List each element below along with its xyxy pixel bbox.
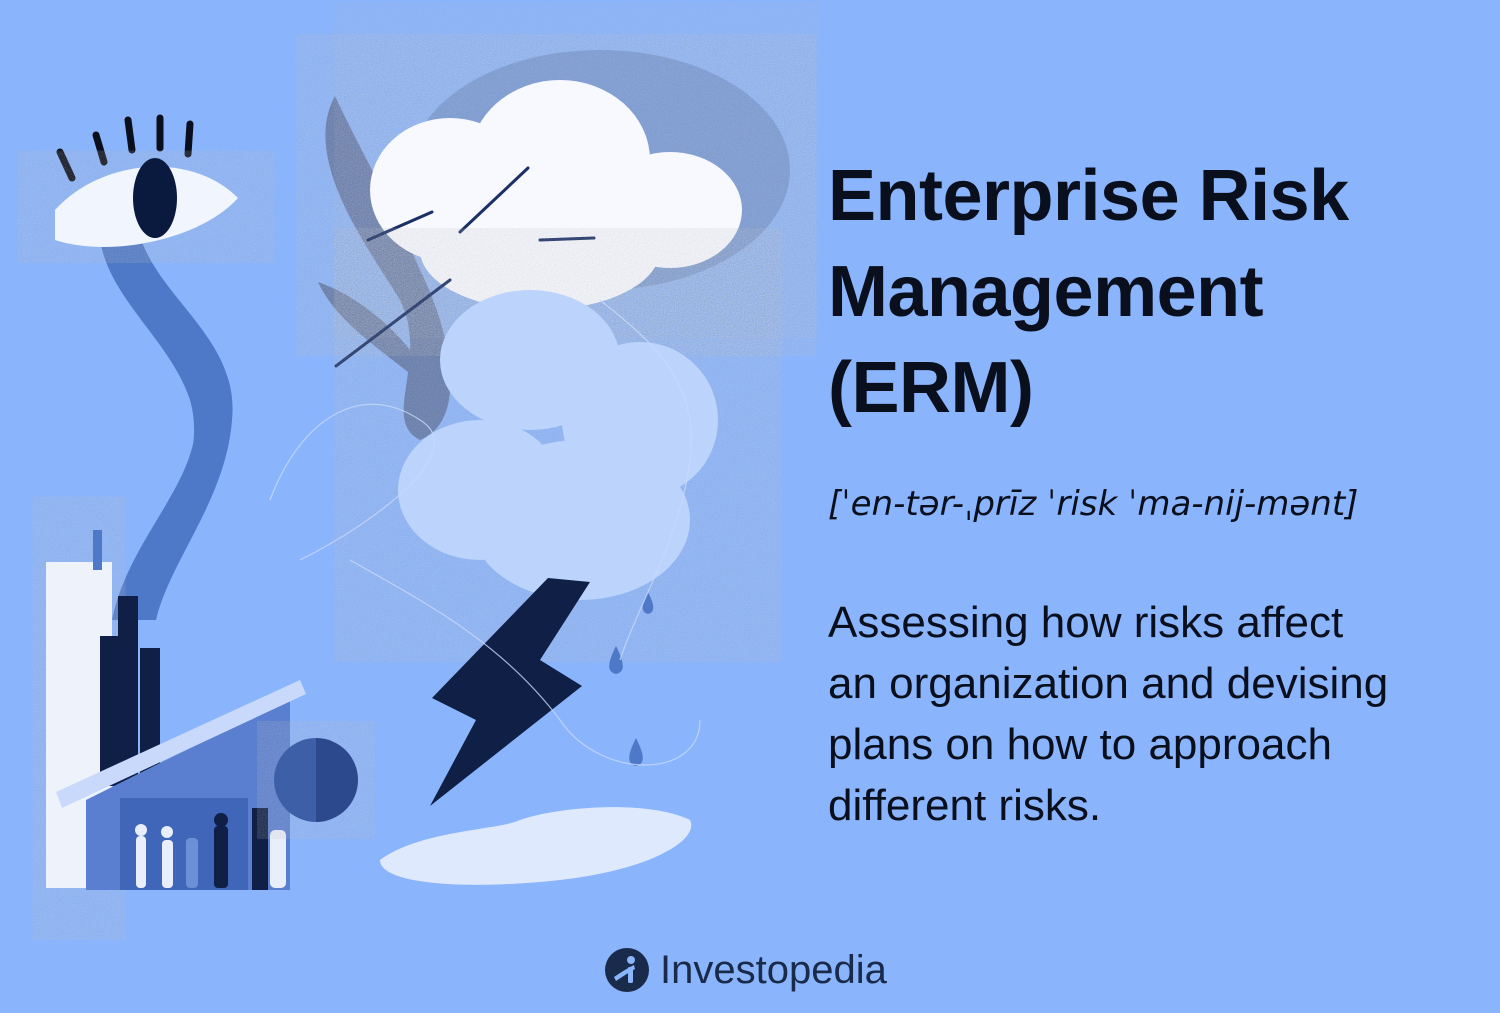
light-blue-cloud (398, 290, 718, 600)
definition-line-3: plans on how to approach (828, 720, 1332, 769)
rain-drops-icon (609, 592, 654, 766)
puddle (380, 807, 692, 885)
title-line-2: Management (828, 252, 1264, 332)
title-line-1: Enterprise Risk (828, 156, 1349, 236)
rain-streaks (334, 166, 596, 368)
definition-line-2: an organization and devising (828, 659, 1389, 708)
page-title: Enterprise Risk Management (ERM) (828, 148, 1468, 436)
shadow-wings (318, 96, 451, 440)
pronunciation: [ˈen-tər-ˌprīz ˈrisk ˈma-nij-mənt] (828, 484, 1359, 524)
brand-name: Investopedia (660, 947, 887, 992)
lightning-bolt-icon (430, 578, 590, 806)
eye-icon (55, 158, 238, 247)
eyelash-marks (56, 114, 194, 182)
investopedia-logo-icon (605, 948, 649, 992)
title-line-3: (ERM) (828, 348, 1034, 428)
risk-illustration (46, 50, 790, 890)
definition-line-1: Assessing how risks affect (828, 598, 1344, 647)
brand-logo: Investopedia (604, 940, 887, 1000)
definition-text: Assessing how risks affect an organizati… (828, 592, 1478, 836)
white-cloud (370, 80, 742, 310)
people-figures (135, 813, 286, 888)
definition-line-4: different risks. (828, 781, 1102, 830)
scribble-lines (269, 299, 701, 766)
